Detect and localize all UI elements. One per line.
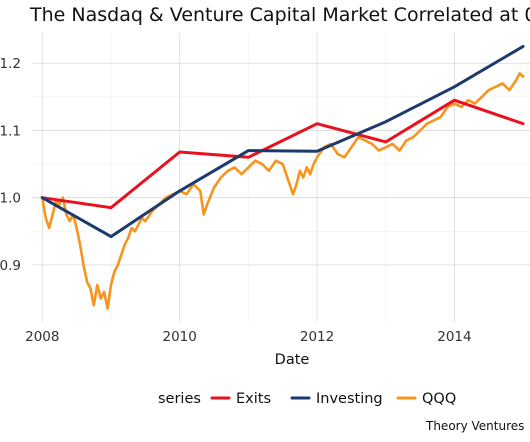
chart-title: The Nasdaq & Venture Capital Market Corr… (29, 4, 530, 26)
series-lines (40, 44, 525, 310)
x-tick-label: 2014 (437, 329, 471, 345)
legend: series Exits Investing QQQ (158, 391, 456, 407)
series-line-qqq (40, 72, 525, 310)
y-tick-label: 1.2 (0, 56, 21, 72)
x-tick-label: 2012 (300, 329, 334, 345)
y-tick-label: 1.1 (0, 123, 21, 139)
legend-label-investing: Investing (316, 391, 383, 407)
x-axis-tick-labels: 2008 2010 2012 2014 (25, 329, 471, 345)
y-axis-tick-labels: 0.9 1.0 1.1 1.2 (0, 56, 21, 274)
legend-title: series (158, 391, 201, 407)
series-line-investing (40, 44, 525, 239)
legend-label-qqq: QQQ (422, 391, 456, 407)
y-tick-label: 0.9 (0, 258, 21, 274)
grid (32, 33, 530, 322)
legend-label-exits: Exits (236, 391, 271, 407)
x-tick-label: 2010 (163, 329, 197, 345)
y-tick-label: 1.0 (0, 191, 21, 207)
chart-caption: Theory Ventures (425, 419, 524, 433)
x-axis-title: Date (275, 352, 310, 368)
x-tick-label: 2008 (25, 329, 59, 345)
series-line-exits (40, 98, 525, 210)
